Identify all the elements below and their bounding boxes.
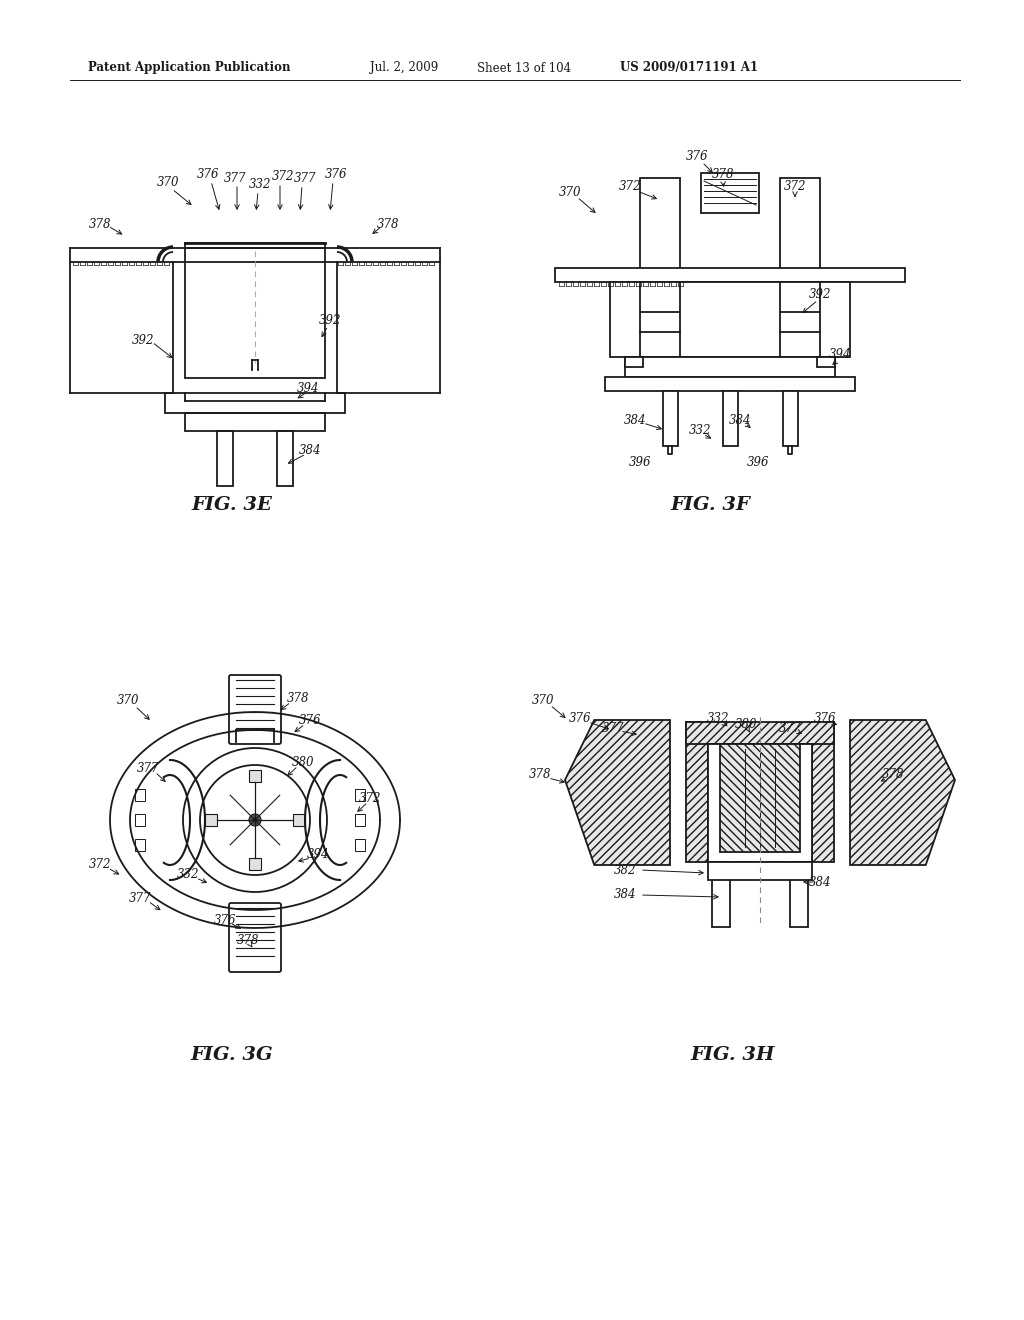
Bar	[293, 814, 305, 826]
Bar	[701, 173, 759, 213]
Bar	[135, 840, 145, 851]
FancyBboxPatch shape	[229, 675, 281, 744]
Text: 372: 372	[618, 181, 641, 194]
Text: 377: 377	[294, 173, 316, 186]
Text: 378: 378	[712, 169, 734, 181]
Text: US 2009/0171191 A1: US 2009/0171191 A1	[620, 62, 758, 74]
Text: 372: 372	[783, 181, 806, 194]
Text: 376: 376	[197, 169, 219, 181]
Bar	[605, 378, 855, 391]
Text: 370: 370	[157, 177, 179, 190]
FancyBboxPatch shape	[229, 903, 281, 972]
Text: 370: 370	[559, 186, 582, 198]
Text: 380: 380	[292, 755, 314, 768]
Text: 384: 384	[624, 413, 646, 426]
Text: 394: 394	[307, 849, 330, 862]
Bar	[817, 356, 835, 367]
Text: 378: 378	[89, 219, 112, 231]
Text: 378: 378	[237, 933, 259, 946]
Bar	[278, 432, 293, 486]
Text: 384: 384	[809, 875, 831, 888]
Text: 376: 376	[325, 169, 347, 181]
Text: Jul. 2, 2009: Jul. 2, 2009	[370, 62, 438, 74]
Bar	[249, 858, 261, 870]
Text: 377: 377	[778, 722, 801, 734]
Bar	[185, 243, 325, 378]
Text: 378: 378	[528, 768, 551, 781]
Text: 380: 380	[735, 718, 758, 731]
Bar	[686, 722, 834, 744]
Bar	[610, 282, 850, 356]
Text: 384: 384	[613, 888, 636, 902]
Bar	[723, 391, 738, 446]
Circle shape	[249, 814, 261, 826]
Polygon shape	[850, 719, 955, 865]
Text: 376: 376	[299, 714, 322, 726]
Text: 384: 384	[729, 413, 752, 426]
Text: 332: 332	[249, 178, 271, 191]
Bar	[686, 722, 708, 862]
Bar	[185, 413, 325, 432]
Text: FIG. 3F: FIG. 3F	[670, 496, 750, 513]
Text: 378: 378	[287, 692, 309, 705]
Text: 396: 396	[746, 457, 769, 470]
Text: 376: 376	[214, 913, 237, 927]
Text: Patent Application Publication: Patent Application Publication	[88, 62, 291, 74]
Text: 370: 370	[531, 693, 554, 706]
Bar	[625, 356, 835, 378]
Text: 376: 376	[814, 711, 837, 725]
Text: 376: 376	[686, 150, 709, 164]
Text: 377: 377	[224, 172, 246, 185]
Bar	[217, 432, 233, 486]
Bar	[712, 862, 730, 927]
Text: 396: 396	[629, 457, 651, 470]
Text: 377: 377	[602, 722, 625, 734]
Text: 378: 378	[882, 768, 904, 781]
Text: 332: 332	[707, 711, 729, 725]
Bar	[205, 814, 217, 826]
Bar	[625, 356, 643, 367]
Text: 370: 370	[117, 693, 139, 706]
Bar	[355, 789, 365, 801]
Bar	[708, 744, 812, 862]
Bar	[555, 268, 905, 282]
Text: 372: 372	[89, 858, 112, 871]
Text: 392: 392	[132, 334, 155, 346]
Text: 394: 394	[828, 348, 851, 362]
Bar	[812, 722, 834, 862]
Bar	[720, 744, 800, 851]
Text: FIG. 3E: FIG. 3E	[191, 496, 272, 513]
Text: 377: 377	[129, 891, 152, 904]
Bar	[640, 178, 680, 378]
Text: 372: 372	[358, 792, 381, 804]
Bar	[790, 862, 808, 927]
Bar	[165, 393, 345, 413]
Bar	[355, 840, 365, 851]
Text: 382: 382	[613, 863, 636, 876]
Text: 392: 392	[809, 289, 831, 301]
Text: FIG. 3H: FIG. 3H	[691, 1045, 775, 1064]
Text: 394: 394	[297, 381, 319, 395]
Text: 372: 372	[271, 170, 294, 183]
Text: FIG. 3G: FIG. 3G	[190, 1045, 273, 1064]
Bar	[355, 814, 365, 826]
Bar	[249, 770, 261, 781]
Text: 376: 376	[568, 711, 591, 725]
Text: Sheet 13 of 104: Sheet 13 of 104	[477, 62, 571, 74]
Text: 392: 392	[318, 314, 341, 326]
Bar	[780, 178, 820, 378]
Bar	[135, 814, 145, 826]
Circle shape	[253, 817, 257, 822]
Bar	[135, 789, 145, 801]
Text: 332: 332	[689, 424, 712, 437]
Text: 378: 378	[377, 219, 399, 231]
Text: 384: 384	[299, 444, 322, 457]
Bar	[708, 862, 812, 880]
Text: 377: 377	[137, 762, 160, 775]
Bar	[663, 391, 678, 446]
Bar	[783, 391, 798, 446]
Polygon shape	[565, 719, 670, 865]
Text: 332: 332	[177, 869, 200, 882]
